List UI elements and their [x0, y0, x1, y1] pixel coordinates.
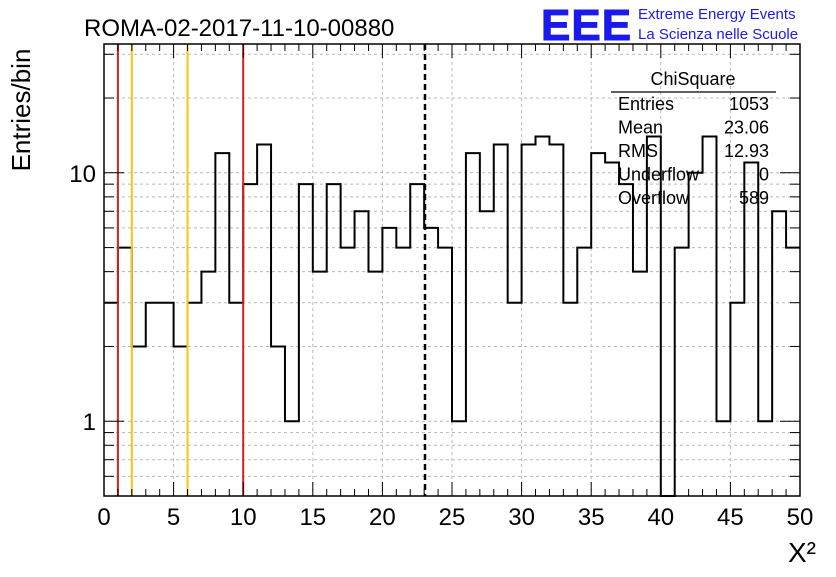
histogram-bin-27 — [480, 211, 494, 496]
histogram-bin-34 — [577, 248, 591, 496]
histogram-bin-7 — [201, 272, 215, 496]
x-tick-label: 40 — [647, 504, 674, 531]
x-tick-label: 20 — [369, 504, 396, 531]
stats-value-rms: 12.93 — [724, 141, 769, 161]
stats-label-mean: Mean — [618, 118, 663, 138]
histogram-bin-43 — [703, 137, 717, 496]
histogram-bin-33 — [563, 303, 577, 496]
x-tick-label: 50 — [787, 504, 814, 531]
x-tick-label: 15 — [299, 504, 326, 531]
histogram-bars — [104, 135, 800, 497]
logo-line-1: Extreme Energy Events — [638, 6, 796, 23]
stats-value-overflow: 589 — [739, 188, 769, 208]
histogram-bin-31 — [536, 137, 550, 496]
histogram-bin-8 — [215, 153, 229, 496]
x-tick-label: 35 — [578, 504, 605, 531]
histogram-bin-17 — [341, 248, 355, 496]
x-tick-label: 0 — [97, 504, 110, 531]
histogram-bin-21 — [396, 248, 410, 496]
histogram-bin-13 — [285, 421, 299, 496]
histogram-bin-6 — [188, 303, 202, 496]
histogram-bin-25 — [452, 421, 466, 496]
axes-layer: 0 5 10 15 20 25 30 35 40 45 50 1 10 — [69, 43, 814, 531]
y-tick-label: 10 — [69, 161, 96, 188]
histogram-bin-48 — [772, 211, 786, 496]
stats-label-entries: Entries — [618, 94, 674, 114]
histogram-bin-2 — [132, 346, 146, 496]
histogram-bin-10 — [243, 184, 257, 496]
x-tick-label: 25 — [439, 504, 466, 531]
stats-label-rms: RMS — [618, 141, 658, 161]
logo-line-2: La Scienza nelle Scuole — [638, 26, 798, 43]
histogram-bin-1 — [118, 248, 132, 496]
x-axis-title: X² — [788, 537, 816, 568]
stats-value-mean: 23.06 — [724, 118, 769, 138]
histogram-bin-32 — [549, 145, 563, 496]
y-tick-label: 1 — [83, 409, 96, 436]
histogram-bin-12 — [271, 346, 285, 496]
stats-title: ChiSquare — [650, 69, 735, 89]
histogram-bin-5 — [174, 346, 188, 496]
histogram-bin-41 — [675, 248, 689, 496]
y-axis-title: Entries/bin — [6, 49, 36, 172]
histogram-bin-15 — [313, 272, 327, 496]
histogram-bin-44 — [716, 421, 730, 496]
stats-value-entries: 1053 — [729, 94, 769, 114]
histogram-bin-23 — [424, 228, 438, 496]
x-tick-label: 30 — [508, 504, 535, 531]
histogram-bin-4 — [160, 303, 174, 496]
histogram-bin-35 — [591, 153, 605, 496]
histogram-bin-36 — [605, 163, 619, 496]
histogram-bin-19 — [368, 272, 382, 496]
stats-label-overflow: Overflow — [618, 188, 690, 208]
stats-box: ChiSquare Entries 1053 Mean 23.06 RMS 12.93 Un… — [611, 69, 776, 208]
histogram-bin-28 — [494, 145, 508, 496]
eee-logo: EEE — [541, 1, 632, 50]
histogram-bin-18 — [355, 211, 369, 496]
histogram-bin-37 — [619, 184, 633, 496]
histogram-bin-3 — [146, 303, 160, 496]
histogram-bin-26 — [466, 153, 480, 496]
histogram-bin-46 — [744, 163, 758, 496]
stats-value-underflow: 0 — [759, 165, 769, 185]
histogram-bin-45 — [730, 303, 744, 496]
histogram-bin-29 — [508, 303, 522, 496]
histogram-bin-0 — [104, 303, 118, 496]
stats-label-underflow: Underflow — [618, 165, 700, 185]
histogram-bin-20 — [382, 228, 396, 496]
histogram-outline — [104, 135, 800, 497]
histogram-bin-47 — [758, 421, 772, 496]
run-title: ROMA-02-2017-11-10-00880 — [84, 15, 394, 42]
histogram-bin-24 — [438, 248, 452, 496]
histogram-bin-42 — [689, 173, 703, 496]
x-tick-label: 10 — [230, 504, 257, 531]
histogram-bin-22 — [410, 184, 424, 496]
histogram-bin-49 — [786, 248, 800, 496]
histogram-bin-38 — [633, 272, 647, 496]
histogram-bin-16 — [327, 184, 341, 496]
histogram-bin-11 — [257, 145, 271, 496]
histogram-bin-14 — [299, 184, 313, 496]
x-tick-label: 5 — [167, 504, 180, 531]
x-tick-label: 45 — [717, 504, 744, 531]
histogram-bin-9 — [229, 303, 243, 496]
marker-lines — [116, 44, 427, 496]
histogram-bin-30 — [522, 145, 536, 496]
